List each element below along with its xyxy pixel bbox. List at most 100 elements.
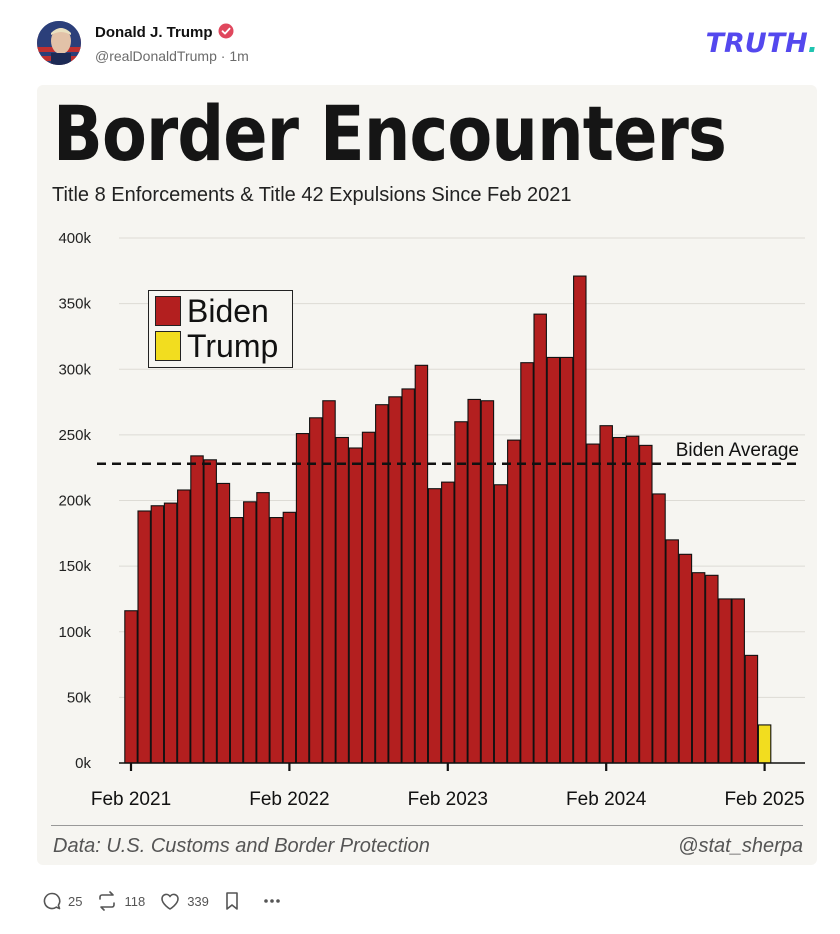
- x-tick-label: Feb 2021: [91, 789, 171, 810]
- chart-legend: Biden Trump: [148, 290, 293, 368]
- bar-biden: [599, 425, 613, 764]
- bar-biden: [520, 362, 534, 764]
- bar-biden: [533, 313, 547, 764]
- bar-biden: [586, 443, 600, 764]
- bar-biden: [282, 511, 297, 764]
- author-meta: @realDonaldTrump · 1m: [95, 48, 249, 64]
- y-tick-label: 350k: [58, 296, 91, 313]
- bar-biden: [718, 598, 732, 764]
- y-tick-label: 200k: [58, 493, 91, 510]
- legend-swatch-biden: [155, 296, 181, 326]
- bar-chart: 0k 50k 100k 150k 200k 250k 300k 350k 400k Biden …: [58, 230, 805, 810]
- bar-biden: [454, 421, 468, 764]
- bar-biden: [414, 364, 429, 764]
- x-tick-label: Feb 2022: [249, 789, 329, 810]
- legend-swatch-trump: [155, 331, 181, 361]
- bar-biden: [177, 489, 191, 764]
- chart-footer-divider: [51, 825, 803, 826]
- bar-biden: [269, 517, 283, 764]
- chart-subtitle: Title 8 Enforcements & Title 42 Expulsio…: [52, 184, 572, 206]
- legend-item-biden: Biden: [155, 292, 269, 329]
- author-name-text: Donald J. Trump: [95, 24, 213, 41]
- more-options-button[interactable]: [261, 891, 289, 911]
- biden-average-label: Biden Average: [676, 440, 799, 461]
- meta-separator: ·: [220, 48, 230, 64]
- chart-title: Border Encounters: [53, 89, 727, 178]
- post-header: Donald J. Trump @realDonaldTrump · 1m TR…: [0, 0, 840, 80]
- chart-credit: @stat_sherpa: [678, 835, 803, 857]
- bar-biden: [441, 481, 455, 764]
- bookmark-icon: [226, 892, 238, 910]
- avatar[interactable]: [37, 21, 81, 65]
- bar-biden: [507, 439, 521, 764]
- reply-icon: [43, 892, 61, 910]
- bar-biden: [309, 417, 323, 764]
- bar-biden: [691, 572, 706, 764]
- post-actions: 25 118 339: [42, 888, 303, 914]
- legend-label-trump: Trump: [187, 327, 279, 364]
- avatar-image: [37, 21, 81, 65]
- reply-button[interactable]: 25: [42, 891, 82, 911]
- bar-biden: [150, 505, 165, 764]
- legend-label-biden: Biden: [187, 292, 269, 329]
- bar-biden: [559, 356, 574, 764]
- bar-biden: [229, 517, 244, 764]
- repost-count: 118: [124, 893, 146, 909]
- bar-biden: [573, 275, 587, 764]
- bar-biden: [124, 610, 138, 764]
- bar-biden: [295, 433, 310, 764]
- bar-biden: [705, 574, 719, 764]
- bookmark-button[interactable]: [223, 891, 247, 911]
- more-options-icon: [264, 899, 280, 903]
- post-time[interactable]: 1m: [229, 48, 249, 64]
- bar-biden: [639, 444, 653, 764]
- bar-biden: [731, 598, 745, 764]
- bar-biden: [243, 501, 257, 764]
- bar-biden: [203, 459, 217, 764]
- bar-biden: [163, 502, 178, 764]
- y-tick-label: 300k: [58, 361, 91, 378]
- bar-biden: [190, 455, 204, 764]
- like-count: 339: [187, 893, 209, 909]
- author-handle[interactable]: @realDonaldTrump: [95, 48, 217, 64]
- verified-icon: [218, 23, 234, 39]
- bar-trump: [757, 724, 772, 764]
- bar-biden: [652, 493, 666, 764]
- bar-biden: [678, 553, 693, 764]
- y-tick-label: 0k: [75, 755, 91, 772]
- bar-biden: [625, 435, 640, 764]
- truth-logo-text: TRUTH: [705, 28, 808, 59]
- y-tick-label: 400k: [58, 230, 91, 247]
- bar-biden: [546, 356, 561, 764]
- bar-biden: [335, 436, 349, 764]
- legend-item-trump: Trump: [155, 327, 279, 364]
- y-tick-label: 100k: [58, 624, 91, 641]
- post-media[interactable]: Border Encounters Title 8 Enforcements &…: [37, 85, 817, 865]
- bar-biden: [361, 431, 376, 764]
- bar-biden: [348, 447, 363, 764]
- repost-button[interactable]: 118: [96, 891, 145, 911]
- reply-count: 25: [68, 893, 83, 909]
- x-tick-label: Feb 2023: [408, 789, 488, 810]
- bar-biden: [322, 400, 336, 764]
- x-tick-label: Feb 2024: [566, 789, 647, 810]
- bar-biden: [467, 398, 481, 764]
- bar-biden: [744, 654, 759, 764]
- bar-biden: [401, 388, 415, 764]
- author-name[interactable]: Donald J. Trump: [95, 23, 234, 41]
- bar-biden: [375, 404, 389, 764]
- y-tick-label: 50k: [67, 689, 92, 706]
- truth-logo[interactable]: TRUTH.: [706, 28, 818, 59]
- bar-biden: [427, 488, 442, 764]
- bar-biden: [480, 400, 495, 764]
- truth-logo-dot: .: [807, 28, 818, 59]
- bar-biden: [216, 482, 231, 764]
- bar-biden: [388, 396, 402, 764]
- like-button[interactable]: 339: [159, 891, 209, 911]
- repost-icon: [99, 891, 116, 911]
- heart-icon: [161, 893, 180, 910]
- bar-biden: [256, 492, 270, 764]
- bar-biden: [137, 510, 151, 764]
- x-tick-label: Feb 2025: [724, 789, 804, 810]
- bar-biden: [665, 539, 679, 764]
